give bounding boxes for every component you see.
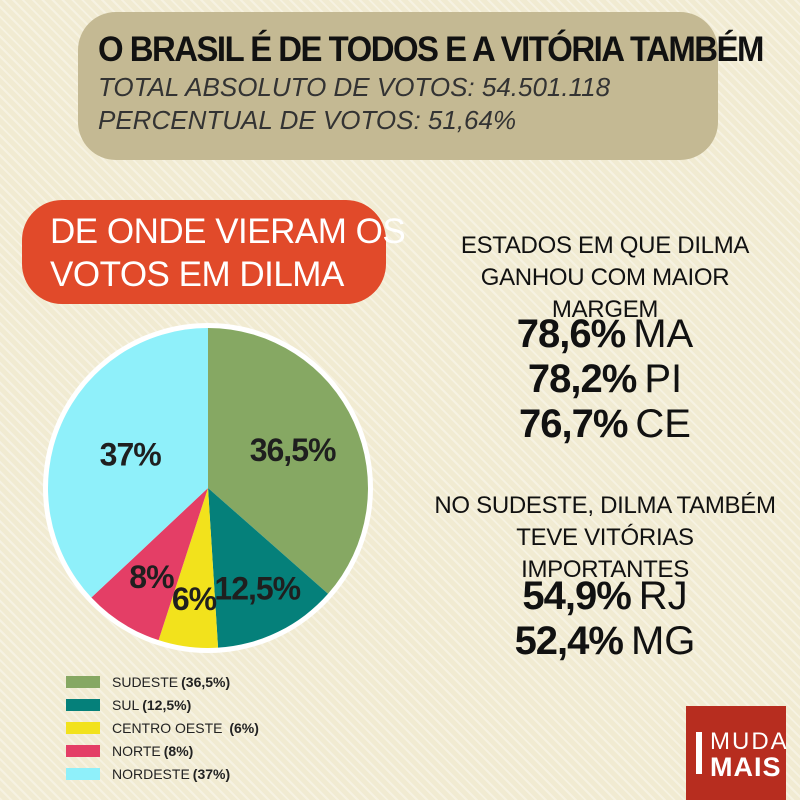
legend-label: CENTRO OESTE: [112, 719, 223, 736]
pie-slice-label: 12,5%: [214, 571, 300, 607]
stat-percentage: 78,2%: [527, 357, 637, 401]
legend-swatch: [66, 721, 100, 734]
pie-slice-sudeste: [208, 328, 368, 594]
legend-label: SUDESTE: [112, 673, 179, 690]
stat-state: PI: [644, 357, 683, 401]
margin-state-ma: 78,6% MA: [440, 312, 770, 356]
pie-slice-label: 36,5%: [250, 432, 336, 468]
pie-legend: SUDESTE (36,5%) SUL (12,5%) CENTRO OESTE (6%…: [66, 670, 259, 785]
margin-heading-line1: ESTADOS EM QUE DILMA: [460, 232, 750, 259]
section-title-line1: DE ONDE VIERAM OS: [50, 212, 406, 251]
legend-item: NORDESTE (37%): [66, 762, 259, 785]
southeast-heading-line1: NO SUDESTE, DILMA TAMBÉM: [434, 492, 776, 519]
pie-slice-label: 6%: [172, 581, 217, 617]
vote-percentage-text: PERCENTUAL DE VOTOS: 51,64%: [98, 105, 517, 135]
logo-text-bottom: MAIS: [710, 752, 782, 782]
southeast-heading-line2: TEVE VITÓRIAS IMPORTANTES: [516, 524, 694, 583]
legend-value: (36,5%): [181, 673, 231, 690]
legend-value: (6%): [225, 719, 259, 736]
legend-item: SUL (12,5%): [66, 693, 259, 716]
legend-value: (12,5%): [142, 696, 192, 713]
section-title-line2: VOTOS EM DILMA: [50, 255, 344, 294]
header-title: O BRASIL É DE TODOS E A VITÓRIA TAMBÉM: [98, 30, 764, 69]
legend-swatch: [66, 767, 100, 780]
legend-label: NORDESTE: [112, 765, 190, 782]
legend-item: SUDESTE (36,5%): [66, 670, 259, 693]
southeast-state-mg: 52,4% MG: [440, 619, 770, 663]
pie-slice-label: 37%: [100, 436, 162, 472]
legend-swatch: [66, 698, 100, 711]
stat-percentage: 52,4%: [514, 619, 624, 663]
southeast-state-rj: 54,9% RJ: [440, 574, 770, 618]
stat-state: MA: [633, 312, 694, 356]
header-box: O BRASIL É DE TODOS E A VITÓRIA TAMBÉM T…: [78, 12, 764, 160]
margin-state-pi: 78,2% PI: [440, 357, 770, 401]
legend-label: NORTE: [112, 742, 161, 759]
vote-origin-pie-chart: 36,5% 12,5%6%8% 37%: [43, 323, 373, 653]
stat-state: MG: [630, 619, 696, 663]
section-title-banner: DE ONDE VIERAM OS VOTOS EM DILMA: [22, 200, 406, 304]
pie-slice-sul: [208, 488, 329, 648]
margin-states-heading: ESTADOS EM QUE DILMA GANHOU COM MAIOR MA…: [430, 230, 780, 326]
pie-slice-centro-oeste: [158, 488, 219, 648]
legend-swatch: [66, 744, 100, 757]
stat-percentage: 78,6%: [516, 312, 626, 356]
logo-bar: [696, 732, 702, 774]
muda-mais-logo: MUDA MAIS: [686, 706, 789, 800]
stat-percentage: 76,7%: [519, 402, 628, 446]
southeast-heading: NO SUDESTE, DILMA TAMBÉM TEVE VITÓRIAS I…: [430, 490, 780, 586]
legend-item: CENTRO OESTE (6%): [66, 716, 259, 739]
margin-heading-line2: GANHOU COM MAIOR MARGEM: [480, 264, 730, 323]
legend-swatch: [66, 675, 100, 688]
legend-value: (37%): [192, 765, 231, 782]
stat-percentage: 54,9%: [522, 574, 631, 618]
logo-text-top: MUDA: [710, 728, 789, 755]
stat-state: RJ: [638, 574, 688, 618]
margin-state-ce: 76,7% CE: [440, 402, 770, 446]
stat-state: CE: [635, 402, 691, 446]
pie-slice-norte: [91, 488, 208, 641]
pie-slice-label: 8%: [129, 559, 174, 595]
pie-slice-nordeste: [48, 328, 208, 598]
legend-value: (8%): [163, 742, 194, 759]
legend-item: NORTE (8%): [66, 739, 259, 762]
total-votes-text: TOTAL ABSOLUTO DE VOTOS: 54.501.118: [98, 72, 611, 102]
legend-label: SUL: [112, 696, 140, 713]
